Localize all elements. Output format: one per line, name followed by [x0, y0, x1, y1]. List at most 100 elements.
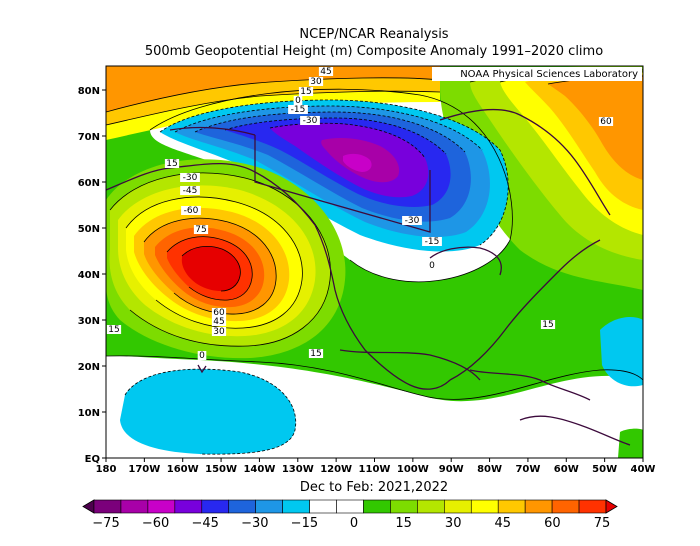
colorbar: −75 −60 −45 −30 −15 0 15 30 45 60 75 [82, 499, 618, 531]
colorbar-segment [93, 499, 122, 514]
colorbar-label: 15 [395, 516, 412, 531]
contour-label: -30 [183, 173, 198, 183]
colorbar-label: −75 [92, 516, 119, 531]
contour-label-bg [197, 351, 207, 360]
contour-label-bg [318, 67, 334, 76]
contour-label-bg [193, 225, 209, 234]
colorbar-label: 30 [445, 516, 462, 531]
contour-label-bg [422, 237, 442, 246]
contour-label-bg [211, 317, 227, 326]
lon-tick-label: 160W [167, 464, 199, 475]
colorbar-label: −15 [291, 516, 318, 531]
contour-label: 0 [295, 96, 301, 106]
contour-label: 0 [199, 351, 205, 361]
lon-tick-label: 60W [554, 464, 579, 475]
lat-tick-label: 60N [78, 178, 100, 189]
colorbar-left-arrow [82, 499, 95, 514]
contour-label-bg [308, 349, 324, 358]
lat-tick-label: 40N [78, 270, 100, 281]
lon-tick-label: 110W [359, 464, 391, 475]
colorbar-label: 60 [544, 516, 561, 531]
anomaly-field [106, 66, 643, 458]
colorbar-segment [282, 499, 310, 514]
lat-tick-label: 20N [78, 362, 100, 373]
contour-label-bg [300, 116, 320, 125]
contour-label: 75 [195, 225, 206, 235]
contour-label-bg [211, 327, 227, 336]
lat-tick-label: EQ [85, 454, 100, 465]
colorbar-label: −30 [241, 516, 268, 531]
contour-label-bg [293, 96, 303, 105]
contour-label-group: 4530150-15-3015-30-45-6075-30-1506060453… [106, 67, 614, 361]
lon-tick-label: 90W [439, 464, 464, 475]
lat-tick-label: 50N [78, 224, 100, 235]
contour-label-bg [308, 77, 324, 86]
contour-label: 0 [429, 261, 435, 271]
colorbar-segment [444, 499, 472, 514]
latitude-axis: EQ 10N 20N 30N 40N 50N 60N 70N 80N [78, 86, 106, 465]
lon-tick-label: 50W [592, 464, 617, 475]
lon-tick-label: 40W [631, 464, 656, 475]
colorbar-segment [336, 499, 364, 514]
contour-label: 45 [320, 67, 331, 77]
lon-tick-label: 70W [515, 464, 540, 475]
contour-label: -30 [303, 116, 318, 126]
contour-label: 15 [310, 349, 321, 359]
lon-tick-label: 140W [243, 464, 275, 475]
title-line-2: 500mb Geopotential Height (m) Composite … [145, 44, 603, 59]
contour-label: -30 [405, 216, 420, 226]
colorbar-segment [497, 499, 526, 514]
colorbar-segment [255, 499, 283, 514]
contour-label-bg [540, 320, 556, 329]
contour-label-bg [598, 117, 614, 126]
contour-label-bg [211, 308, 227, 317]
colorbar-segment [228, 499, 256, 514]
colorbar-right-arrow [605, 499, 618, 514]
colorbar-label: 0 [350, 516, 358, 531]
colorbar-segment [201, 499, 230, 514]
contour-label: -15 [425, 237, 440, 247]
contour-label-bg [180, 186, 200, 195]
colorbar-segment [551, 499, 580, 514]
contour-label-bg [427, 261, 437, 270]
period-caption: Dec to Feb: 2021,2022 [300, 480, 448, 495]
colorbar-label: −60 [142, 516, 169, 531]
colorbar-segment [578, 499, 607, 514]
contour-label: 15 [108, 325, 119, 335]
colorbar-segment [524, 499, 553, 514]
lon-tick-label: 100W [397, 464, 429, 475]
colorbar-label: −45 [191, 516, 218, 531]
contour-label-bg [181, 206, 201, 215]
contour-label: 30 [310, 77, 322, 87]
colorbar-segment [120, 499, 149, 514]
lat-tick-label: 70N [78, 132, 100, 143]
contour-label-bg [164, 159, 180, 168]
contour-label: -60 [184, 206, 199, 216]
lat-tick-label: 80N [78, 86, 100, 97]
colorbar-segment [470, 499, 499, 514]
credit-text: NOAA Physical Sciences Laboratory [460, 69, 638, 80]
colorbar-label: 75 [594, 516, 611, 531]
contour-label-bg [106, 325, 122, 334]
contour-label-bg [298, 87, 314, 96]
contour-label: 60 [600, 117, 612, 127]
contour-label: 30 [213, 327, 225, 337]
contour-label: 15 [166, 159, 177, 169]
contour-label-bg [402, 216, 422, 225]
lon-tick-label: 170W [128, 464, 160, 475]
colorbar-segment [390, 499, 418, 514]
lon-tick-label: 180 [96, 464, 117, 475]
lat-tick-label: 10N [78, 408, 100, 419]
colorbar-label: 45 [495, 516, 512, 531]
colorbar-segment [147, 499, 176, 514]
contour-label: -15 [291, 105, 306, 115]
lat-tick-label: 30N [78, 316, 100, 327]
lon-tick-label: 80W [477, 464, 502, 475]
contour-label: 15 [300, 87, 311, 97]
colorbar-segment [417, 499, 445, 514]
contour-label: 15 [542, 320, 553, 330]
lon-tick-label: 130W [282, 464, 314, 475]
longitude-axis: 180 170W 160W 150W 140W 130W 120W 110W 100W 90W 80… [96, 458, 656, 475]
